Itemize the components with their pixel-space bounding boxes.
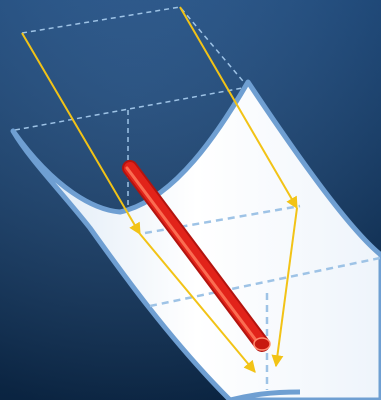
receiver-tube: [122, 160, 271, 352]
incoming-ray-left: [21, 32, 141, 236]
reflected-ray-left: [139, 233, 256, 373]
surface-line-lower: [149, 256, 381, 308]
rear-rim-guide: [14, 86, 249, 131]
receiver-tube-end: [253, 337, 271, 351]
front-parabola-edge: [229, 389, 301, 400]
reflected-ray-right: [271, 207, 298, 368]
incoming-ray-right: [179, 6, 298, 210]
sun-rays: [21, 6, 298, 373]
parabolic-trough-mirror: [10, 79, 381, 400]
